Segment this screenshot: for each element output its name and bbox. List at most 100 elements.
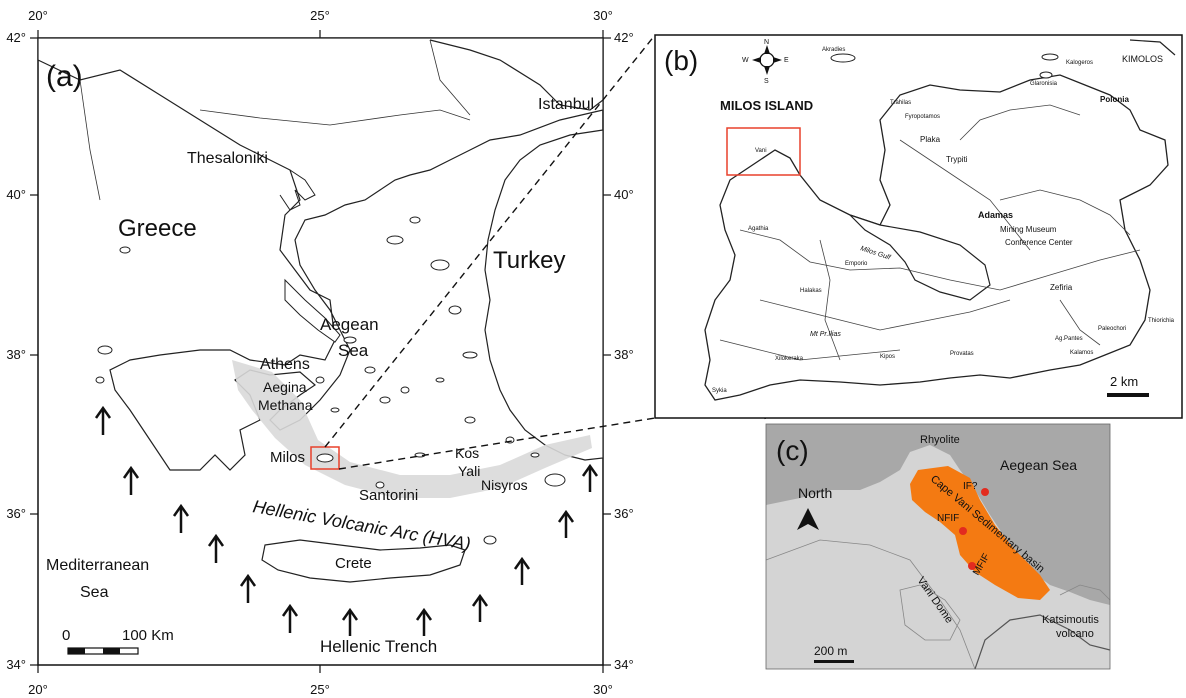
label-kalogeros: Kalogeros — [1066, 60, 1093, 66]
label-trahilas: Trahilas — [890, 100, 911, 106]
label-adamas: Adamas — [978, 210, 1013, 220]
island-glaronisia — [1039, 71, 1053, 79]
panel-c-label: (c) — [776, 435, 809, 466]
label-glaronisia: Glaronisia — [1030, 81, 1058, 87]
island-rhodes — [544, 473, 566, 487]
panel-a-tick-marks — [30, 30, 611, 673]
panel-a-label: (a) — [46, 60, 83, 93]
lat-tick-38-left: 38° — [6, 347, 26, 362]
kimolos-coast — [1129, 39, 1176, 56]
lat-tick-36-right: 36° — [614, 506, 634, 521]
panel-c-contour-1 — [765, 539, 976, 670]
scale-bar-a-end: 100 Km — [122, 627, 174, 644]
label-hellenic-trench: Hellenic Trench — [320, 637, 437, 656]
scale-bar-a-start: 0 — [62, 627, 70, 644]
label-emporio: Emporio — [845, 261, 868, 267]
subduction-arrows — [94, 405, 599, 636]
lat-tick-42-right: 42° — [614, 30, 634, 45]
panel-b: N S E W (b) MILOS ISLAND KIMOLOS Akradie… — [654, 34, 1183, 419]
panel-c-land — [766, 445, 1110, 669]
label-aegean-sea-line1: Aegean — [320, 315, 379, 334]
compass-w: W — [742, 57, 749, 64]
island-samos — [462, 351, 478, 359]
lon-tick-25-top: 25° — [310, 8, 330, 23]
panel-b-title: MILOS ISLAND — [720, 98, 813, 113]
label-rhyolite: Rhyolite — [920, 434, 960, 446]
chalkidiki-coast — [279, 169, 316, 211]
hva-arc — [232, 360, 592, 498]
label-ag-pantes: Ag.Pantes — [1055, 336, 1083, 342]
label-kimolos: KIMOLOS — [1122, 54, 1163, 64]
label-athens: Athens — [260, 356, 310, 373]
label-provatas: Provatas — [950, 351, 974, 357]
milos-island-small — [316, 453, 334, 463]
lat-tick-40-right: 40° — [614, 187, 634, 202]
label-aegean-sea-c: Aegean Sea — [1000, 457, 1077, 473]
crete-island — [261, 539, 466, 583]
label-kalamos: Kalamos — [1070, 350, 1093, 356]
label-istanbul: Istanbul — [538, 96, 594, 113]
arrow-icon — [281, 603, 299, 633]
connector-a-b-bottom — [338, 417, 656, 470]
label-mt-profitias: Mt Pr.Ilias — [810, 331, 841, 338]
connector-a-b-top — [324, 34, 656, 448]
vani-dome-contour — [899, 584, 961, 641]
label-nfif: NFIF — [937, 513, 959, 524]
label-north: North — [798, 485, 832, 501]
arrow-icon — [207, 533, 225, 563]
label-yali: Yali — [458, 463, 480, 479]
arrow-icon — [471, 593, 489, 622]
island-kalogeros — [1041, 53, 1059, 61]
label-katsimoutis-line1: Katsimoutis — [1042, 614, 1099, 626]
label-aegina-methana: Aegina Methana — [258, 379, 313, 413]
island-tinos — [364, 366, 376, 374]
label-agathia: Agathia — [748, 226, 769, 232]
label-thessaloniki: Thesaloniki — [187, 150, 268, 167]
panel-c: (c) Rhyolite Aegean Sea North IF? NFIF M… — [765, 423, 1111, 670]
compass-n: N — [764, 39, 769, 46]
label-if: IF? — [963, 481, 978, 492]
label-sykia: Sykia — [712, 388, 727, 394]
island-kefalonia — [97, 345, 113, 355]
label-trypiti: Trypiti — [946, 155, 968, 164]
label-xilokeraka: Xilokeraka — [775, 356, 804, 362]
island-serifos — [330, 407, 340, 413]
island-andros — [343, 336, 357, 344]
island-akradies — [830, 53, 856, 63]
island-zakynthos — [95, 376, 105, 384]
panel-b-roads — [719, 104, 1141, 361]
aegean-islands — [95, 216, 566, 545]
cape-vani-basin — [910, 466, 1050, 600]
label-santorini: Santorini — [359, 487, 418, 504]
lon-tick-25-bottom: 25° — [310, 682, 330, 697]
island-tilos — [530, 452, 540, 458]
island-santorini — [375, 481, 385, 489]
arrow-icon — [94, 405, 112, 435]
greece-northern-border — [199, 109, 471, 126]
katsimoutis-contour — [1059, 584, 1111, 601]
label-katsimoutis: Katsimoutis volcano — [1042, 614, 1102, 640]
label-plaka: Plaka — [920, 135, 941, 144]
point-nfif — [959, 527, 967, 535]
island-chios — [448, 305, 462, 315]
lon-tick-20-bottom: 20° — [28, 682, 48, 697]
label-greece: Greece — [118, 215, 197, 242]
label-paleochori: Paleochori — [1098, 326, 1126, 332]
island-lesbos — [430, 259, 450, 271]
compass-icon — [752, 45, 782, 75]
scale-bar-c-label: 200 m — [814, 644, 847, 658]
lat-tick-36-left: 36° — [6, 506, 26, 521]
panel-a-scale-bar: 0 100 Km — [62, 627, 174, 655]
label-aegina: Aegina — [263, 379, 307, 395]
point-mfif — [968, 562, 976, 570]
arrow-icon — [172, 503, 190, 533]
thrace-landmass — [429, 39, 604, 111]
evia-island — [284, 278, 341, 343]
albania-border — [79, 79, 101, 201]
label-methana: Methana — [258, 397, 313, 413]
label-katsimoutis-line2: volcano — [1056, 628, 1094, 640]
label-vani: Vani — [755, 148, 767, 154]
island-lemnos — [386, 235, 404, 245]
island-kos — [464, 416, 476, 424]
lon-tick-30-top: 30° — [593, 8, 613, 23]
